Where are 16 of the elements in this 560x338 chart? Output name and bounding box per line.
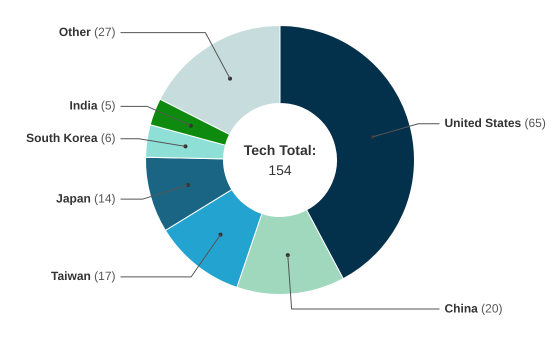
data-label: (6): [100, 131, 116, 146]
data-label: (65): [524, 116, 546, 130]
data-label: (5): [100, 98, 116, 113]
data-label: (17): [94, 269, 116, 284]
slice-label: India: [70, 98, 98, 113]
data-label: (27): [94, 24, 116, 39]
slice-label: United States: [444, 116, 522, 130]
slice-label: China: [444, 301, 478, 316]
slice-label: South Korea: [26, 131, 98, 146]
text: Tech Total:: [244, 142, 316, 158]
slice-label: Taiwan: [51, 269, 91, 284]
text: 154: [268, 162, 292, 178]
data-label: (14): [94, 191, 116, 206]
data-label: (20): [481, 301, 503, 316]
slice-label: Japan: [56, 191, 91, 206]
slice-label: Other: [58, 24, 92, 39]
